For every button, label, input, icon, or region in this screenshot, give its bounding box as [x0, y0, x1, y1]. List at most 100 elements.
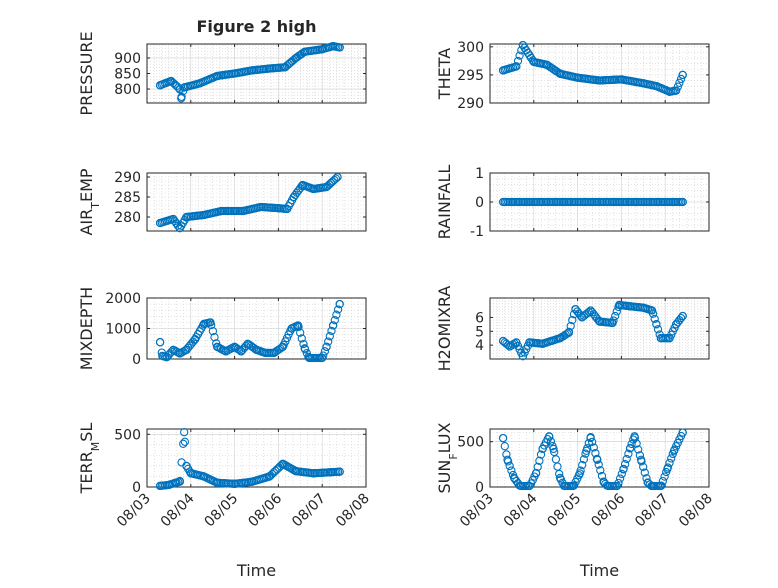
data-point — [195, 79, 204, 88]
data-point — [673, 82, 682, 91]
y-tick-label: 0 — [475, 195, 484, 211]
data-point — [166, 76, 176, 86]
data-point — [239, 206, 248, 216]
x-tick-label: 08/05 — [545, 491, 585, 531]
data-point — [656, 481, 665, 491]
data-point — [155, 81, 165, 90]
data-point — [630, 432, 639, 441]
data-point — [212, 71, 222, 81]
data-point — [335, 43, 344, 52]
data-point — [678, 311, 687, 321]
data-point — [579, 455, 589, 464]
data-point — [297, 334, 306, 343]
data-point — [658, 476, 668, 486]
data-point — [179, 439, 188, 448]
data-point — [256, 202, 266, 212]
data-point — [326, 468, 336, 477]
data-point — [622, 454, 631, 464]
data-point — [330, 316, 339, 325]
panel-air-temp: 280 285 290 AIRTEMP — [77, 168, 367, 236]
axes-outline — [489, 297, 710, 360]
y-axis-label: PRESSURE — [77, 31, 96, 115]
data-point — [575, 469, 584, 478]
data-point — [652, 81, 661, 91]
data-point — [516, 481, 525, 491]
data-point — [563, 329, 572, 338]
x-axis-label: Time — [579, 561, 619, 580]
data-point — [569, 481, 578, 491]
y-tick-label: 290 — [114, 170, 141, 186]
data-point — [547, 336, 556, 346]
data-point — [555, 334, 565, 343]
data-point — [177, 94, 186, 103]
data-point — [593, 455, 602, 464]
data-point — [555, 469, 564, 479]
data-point — [640, 468, 649, 477]
data-point — [596, 466, 605, 475]
data-point — [612, 481, 622, 491]
data-point — [538, 444, 547, 454]
y-axis-label: SUNFLUX — [435, 422, 460, 493]
x-tick-label: 08/08 — [676, 491, 716, 531]
data-point — [293, 321, 303, 330]
data-point — [169, 214, 178, 224]
data-point — [230, 342, 239, 351]
data-point — [186, 469, 195, 478]
data-point — [587, 437, 597, 447]
data-point — [291, 53, 301, 63]
data-point — [503, 455, 512, 464]
data-point — [639, 303, 648, 312]
data-point — [582, 446, 591, 455]
data-point — [634, 445, 643, 454]
data-point — [512, 62, 521, 71]
data-point — [586, 306, 595, 315]
data-point — [171, 478, 180, 487]
data-point — [619, 464, 628, 474]
x-tick-label: 08/07 — [289, 491, 329, 531]
data-point — [298, 180, 307, 190]
data-point — [324, 337, 333, 346]
y-tick-label: 500 — [114, 427, 141, 443]
data-point — [650, 314, 659, 324]
data-point — [620, 460, 630, 469]
data-point — [287, 324, 296, 333]
data-point — [678, 428, 687, 437]
data-point — [325, 332, 334, 341]
data-point — [280, 63, 290, 72]
data-point — [529, 57, 538, 67]
data-point — [578, 460, 587, 470]
data-point — [155, 338, 165, 347]
data-point — [498, 197, 508, 207]
data-point — [328, 321, 338, 330]
data-point — [199, 210, 209, 220]
y-tick-label: 0 — [132, 352, 141, 368]
panel-h2omixra: 456 H2OMIXRA — [435, 286, 710, 372]
data-point — [247, 66, 257, 75]
data-point — [676, 74, 686, 84]
data-point — [546, 437, 556, 446]
data-point — [513, 56, 523, 66]
data-point — [335, 467, 344, 476]
data-point — [531, 469, 541, 478]
y-axis-label: H2OMIXRA — [435, 286, 454, 372]
data-point — [278, 459, 287, 468]
y-tick-label: 500 — [457, 435, 484, 451]
data-point — [617, 469, 626, 479]
data-point — [542, 60, 552, 69]
data-point — [180, 83, 189, 92]
data-point — [555, 69, 565, 78]
data-point — [221, 347, 230, 356]
data-point — [665, 87, 674, 96]
data-point — [544, 432, 554, 441]
data-point — [309, 469, 318, 478]
y-tick-label: -1 — [470, 224, 484, 240]
data-point — [265, 472, 274, 481]
data-point — [498, 336, 508, 346]
data-point — [304, 353, 314, 363]
x-axis-label: Time — [236, 561, 276, 580]
data-point — [676, 313, 686, 323]
data-point — [507, 466, 516, 475]
y-tick-label: 300 — [457, 40, 484, 56]
data-point — [595, 76, 604, 85]
data-point — [155, 218, 165, 228]
